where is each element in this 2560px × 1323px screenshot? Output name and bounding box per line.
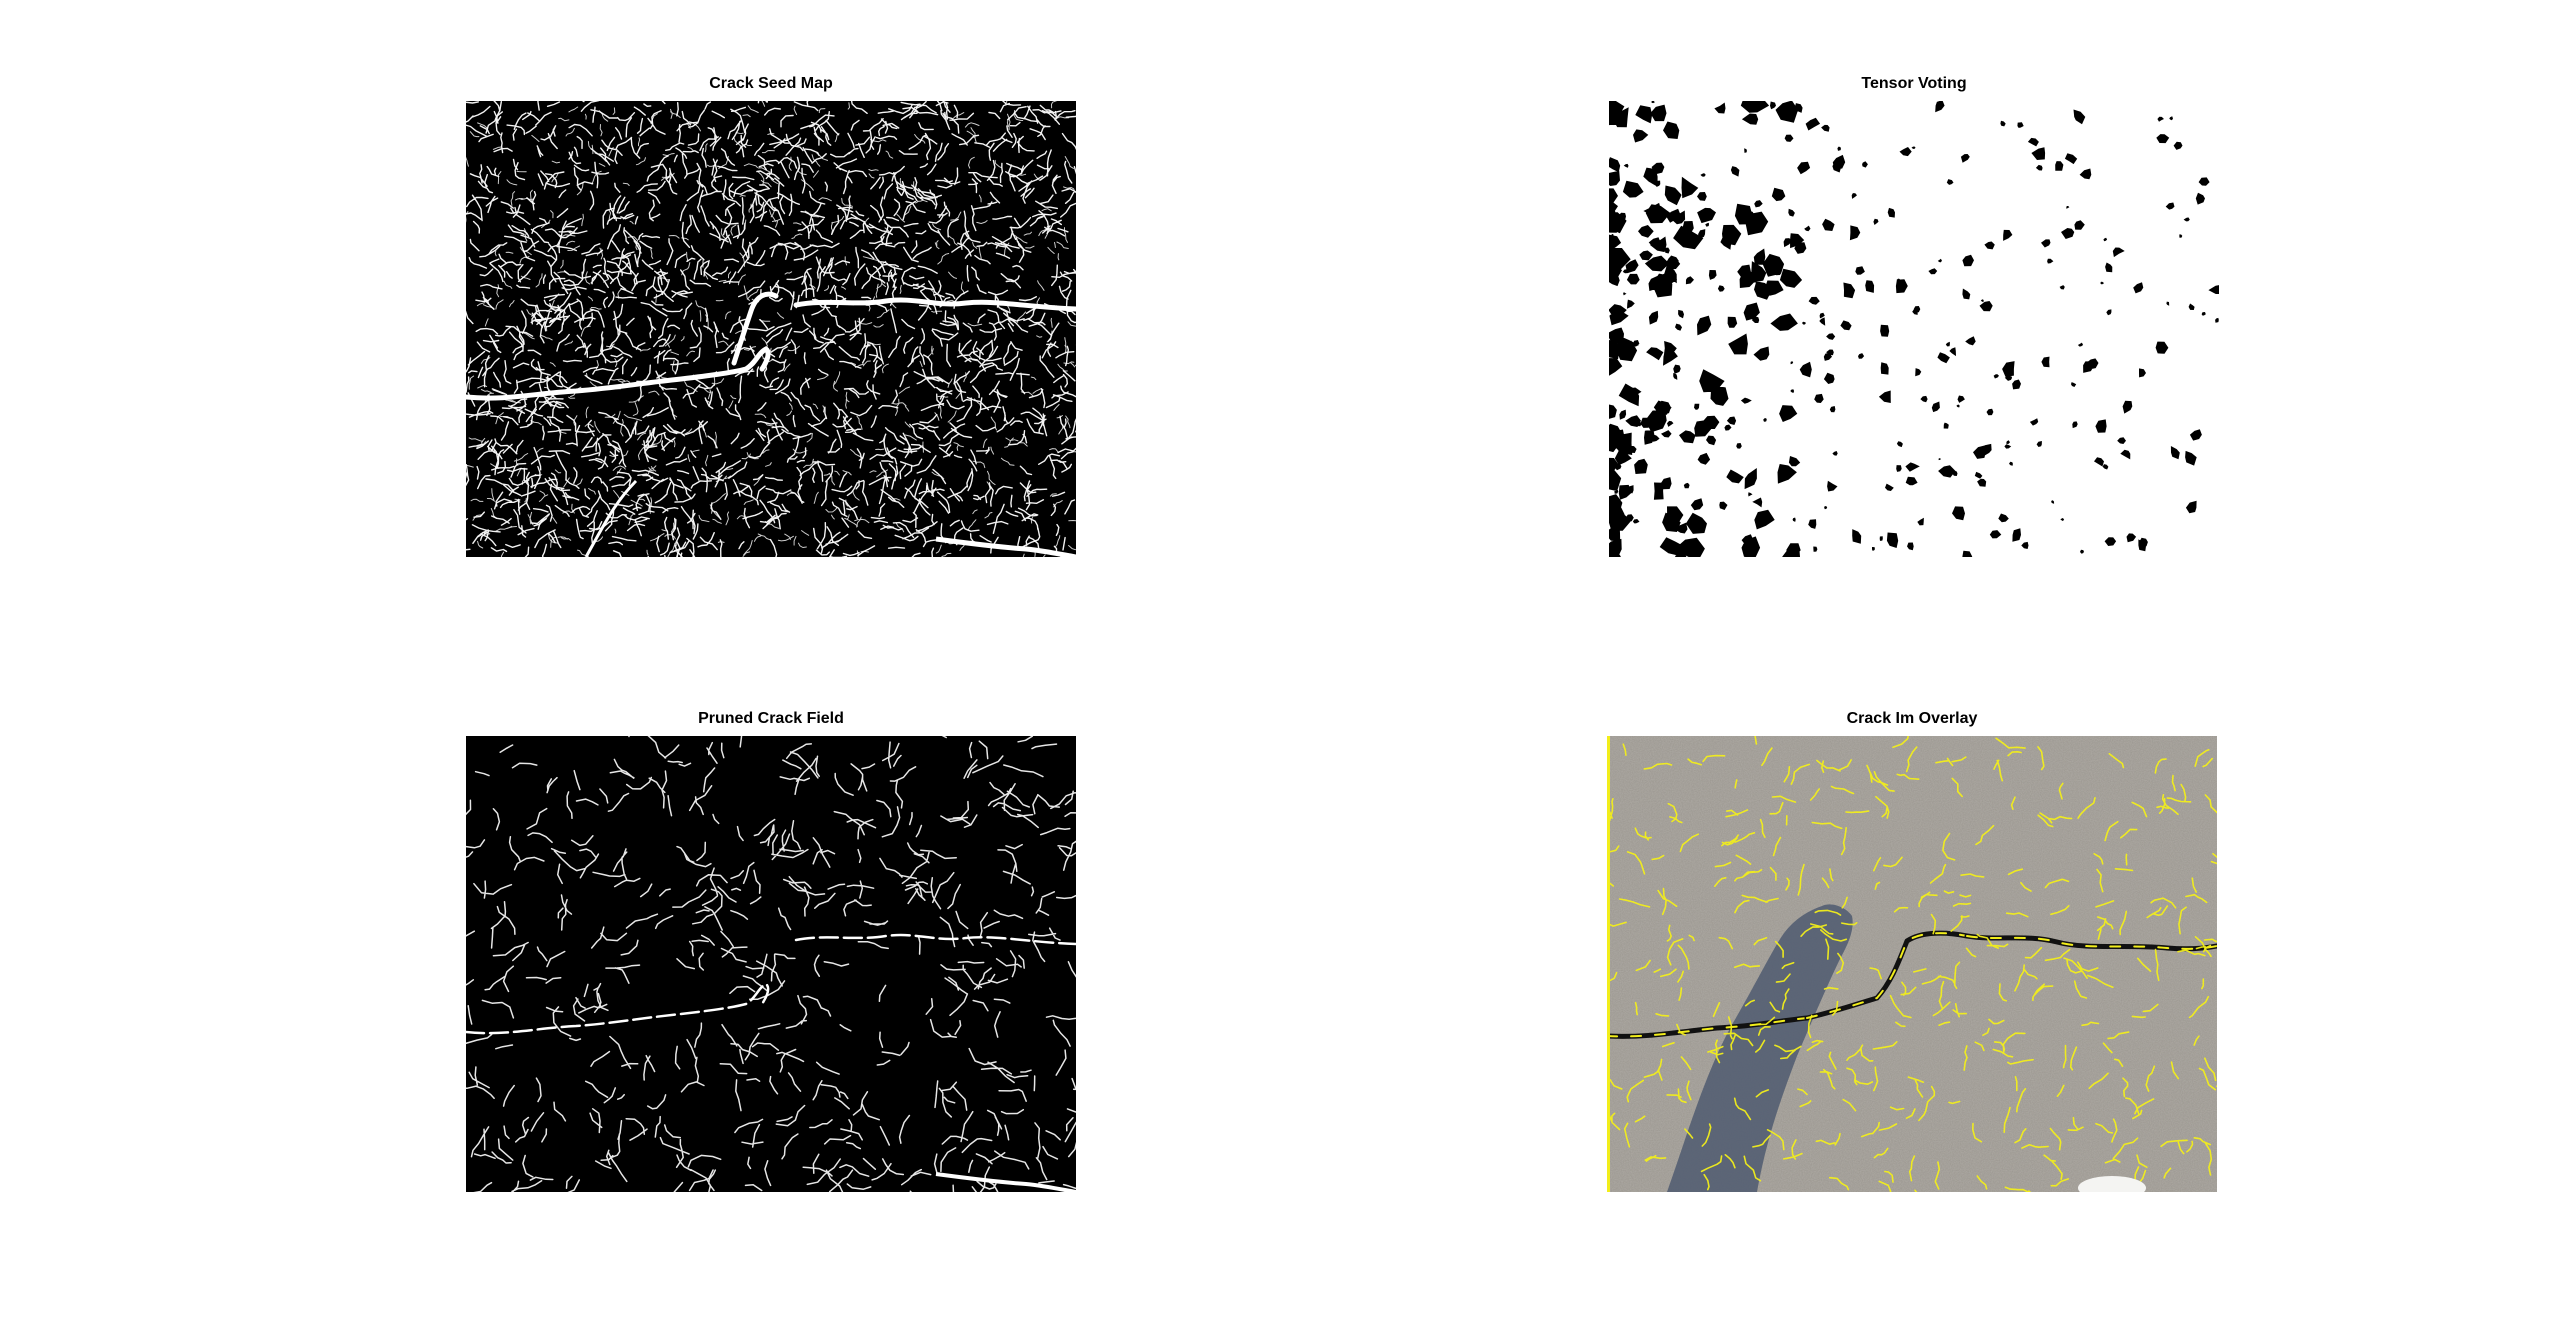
panel-title: Pruned Crack Field [466, 710, 1076, 728]
panel-tensor-voting: Tensor Voting [1609, 101, 2219, 557]
crack-overlay-photo [1607, 736, 2217, 1192]
panel-crack-im-overlay: Crack Im Overlay [1607, 736, 2217, 1192]
panel-title: Tensor Voting [1609, 75, 2219, 93]
panel-title: Crack Seed Map [466, 75, 1076, 93]
panel-pruned-crack-field: Pruned Crack Field [466, 736, 1076, 1192]
crack-seed-map-image [466, 101, 1076, 557]
panel-title: Crack Im Overlay [1607, 710, 2217, 728]
tensor-voting-image [1609, 101, 2219, 557]
pruned-crack-field-image [466, 736, 1076, 1192]
panel-crack-seed-map: Crack Seed Map [466, 101, 1076, 557]
